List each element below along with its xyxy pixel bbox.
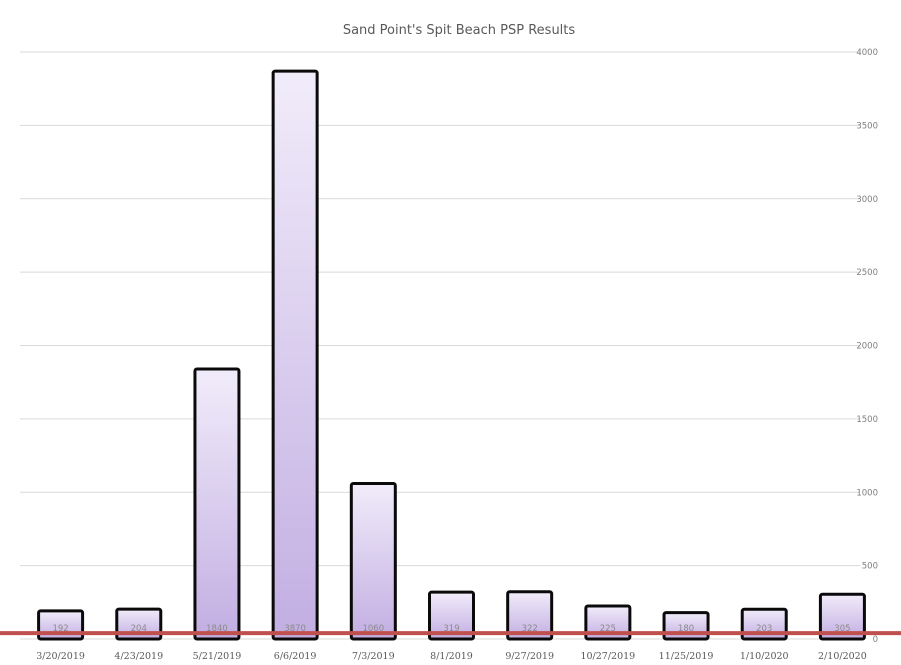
x-axis: 3/20/2019 4/23/2019 5/21/2019 6/6/2019 7/3/2… xyxy=(36,651,867,662)
y-axis: 0 500 1000 1500 2000 2500 3000 3500 4000 xyxy=(856,48,878,645)
bar xyxy=(193,367,241,641)
data-label: 1060 xyxy=(362,624,384,634)
data-label: 192 xyxy=(52,624,68,634)
x-tick-label: 7/3/2019 xyxy=(352,651,395,662)
bar xyxy=(584,604,632,641)
x-tick-label: 9/27/2019 xyxy=(505,651,554,662)
y-tick-label: 3000 xyxy=(856,195,878,205)
bar xyxy=(506,590,554,641)
y-tick-label: 3500 xyxy=(856,121,878,131)
data-label: 203 xyxy=(756,624,772,634)
y-tick-label: 0 xyxy=(873,635,878,645)
data-label: 1840 xyxy=(206,624,228,634)
y-tick-label: 4000 xyxy=(856,48,878,58)
bar xyxy=(818,592,866,641)
data-label: 3870 xyxy=(284,624,306,634)
y-tick-label: 2500 xyxy=(856,268,878,278)
bar xyxy=(349,481,397,641)
y-tick-label: 1500 xyxy=(856,415,878,425)
x-tick-label: 11/25/2019 xyxy=(659,651,714,662)
data-label: 204 xyxy=(131,624,147,634)
x-tick-label: 6/6/2019 xyxy=(274,651,317,662)
x-tick-label: 5/21/2019 xyxy=(193,651,242,662)
data-label: 319 xyxy=(443,624,459,634)
y-tick-label: 2000 xyxy=(856,342,878,352)
bar xyxy=(271,69,319,641)
chart-title: Sand Point's Spit Beach PSP Results xyxy=(343,23,576,38)
x-tick-label: 2/10/2020 xyxy=(818,651,867,662)
y-tick-label: 500 xyxy=(862,562,878,572)
x-tick-label: 1/10/2020 xyxy=(740,651,789,662)
gridlines xyxy=(20,51,860,640)
x-tick-label: 4/23/2019 xyxy=(114,651,163,662)
data-label: 225 xyxy=(600,624,616,634)
data-label: 180 xyxy=(678,624,694,634)
bar xyxy=(428,590,475,641)
data-label: 322 xyxy=(522,624,538,634)
bars: 192 204 1840 3870 1060 319 322 225 180 203 305 xyxy=(37,69,866,641)
x-tick-label: 10/27/2019 xyxy=(580,651,635,662)
x-tick-label: 3/20/2019 xyxy=(36,651,85,662)
data-label: 305 xyxy=(834,624,850,634)
x-tick-label: 8/1/2019 xyxy=(430,651,473,662)
y-tick-label: 1000 xyxy=(856,488,878,498)
